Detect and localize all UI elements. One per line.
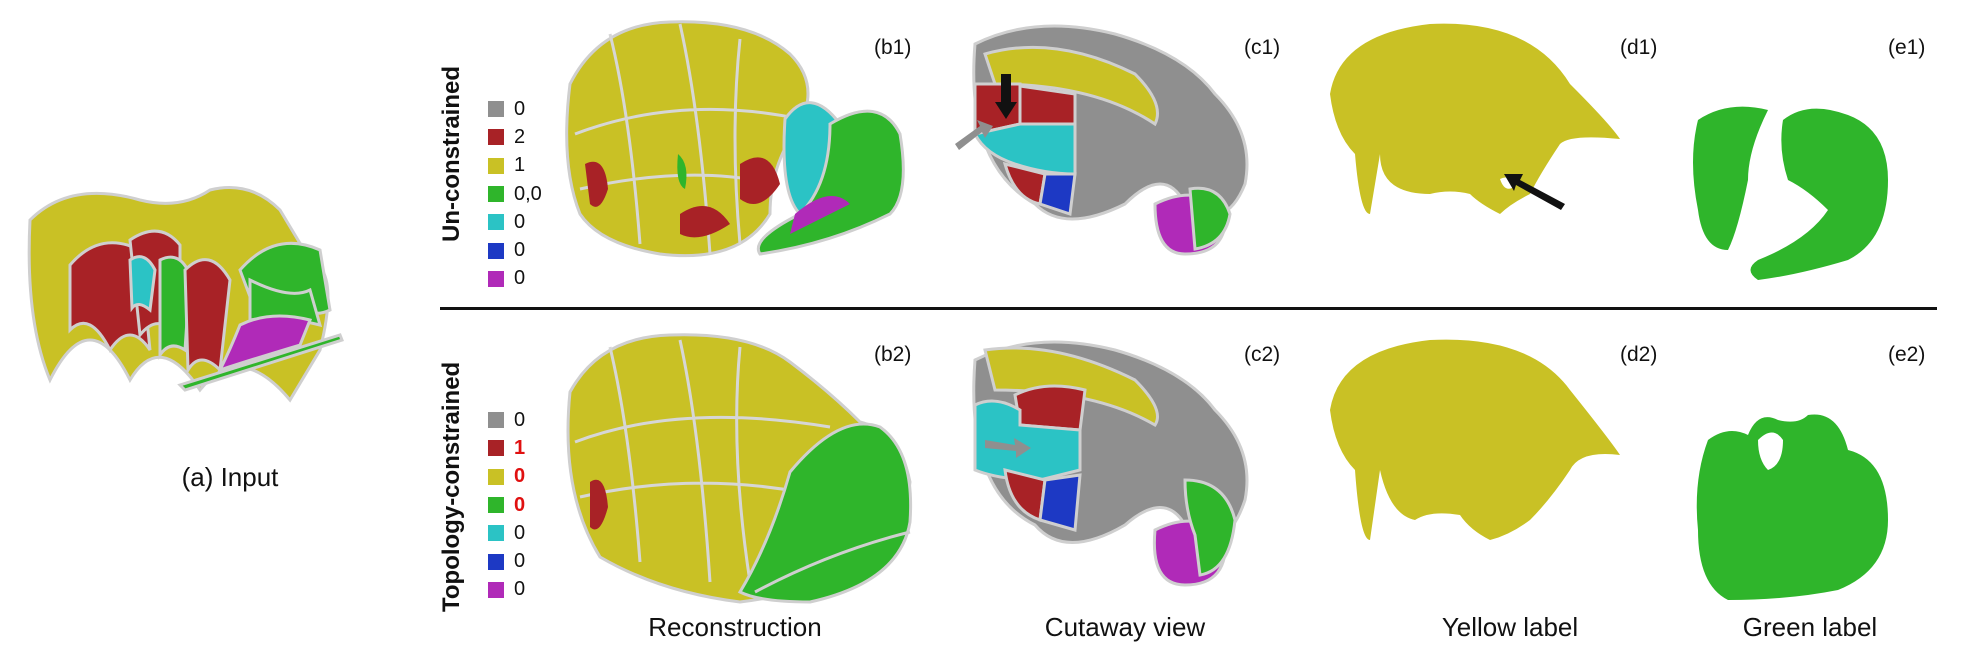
green-label-render-constrained bbox=[1696, 414, 1888, 600]
legend-value: 0 bbox=[514, 97, 526, 120]
legend-value: 0 bbox=[514, 408, 526, 431]
legend-swatch-blue bbox=[488, 242, 504, 259]
legend-item: 0 bbox=[488, 519, 525, 547]
legend-swatch-red bbox=[488, 440, 504, 457]
legend-item: 0 bbox=[488, 406, 525, 434]
legend-swatch-red bbox=[488, 129, 504, 146]
panel-label-c2: (c2) bbox=[1244, 343, 1281, 366]
legend-item: 0 bbox=[488, 576, 525, 604]
column-caption-yellow-label: Yellow label bbox=[1441, 612, 1579, 642]
legend-item: 0 bbox=[488, 463, 525, 491]
legend-item: 0 bbox=[488, 491, 525, 519]
legend-topology-constrained: 0 1 0 0 0 0 0 bbox=[488, 406, 525, 604]
green-label-render-unconstrained bbox=[1693, 106, 1888, 280]
yellow-label-render-unconstrained bbox=[1330, 23, 1620, 215]
panel-label-d1: (d1) bbox=[1620, 36, 1658, 59]
legend-value-changed: 0 bbox=[514, 465, 526, 488]
legend-value: 0 bbox=[514, 210, 526, 233]
panel-label-b2: (b2) bbox=[874, 343, 912, 366]
legend-item: 0 bbox=[488, 208, 542, 236]
panel-label-e1: (e1) bbox=[1888, 36, 1926, 59]
legend-swatch-blue bbox=[488, 553, 504, 570]
legend-value: 1 bbox=[514, 154, 526, 177]
legend-swatch-gray bbox=[488, 412, 504, 429]
legend-value: 0 bbox=[514, 550, 526, 573]
row-label-topology-constrained: Topology-constrained bbox=[438, 361, 465, 612]
panel-label-c1: (c1) bbox=[1244, 36, 1281, 59]
panel-label-d2: (d2) bbox=[1620, 343, 1658, 366]
column-caption-cutaway: Cutaway view bbox=[1044, 612, 1206, 642]
legend-value: 2 bbox=[514, 125, 526, 148]
legend-unconstrained: 0 2 1 0,0 0 0 0 bbox=[488, 95, 542, 293]
legend-item: 0,0 bbox=[488, 180, 542, 208]
cutaway-render-unconstrained bbox=[955, 24, 1249, 256]
legend-swatch-green bbox=[488, 497, 504, 514]
legend-swatch-magenta bbox=[488, 581, 504, 598]
reconstruction-render-constrained bbox=[566, 333, 913, 604]
legend-swatch-cyan bbox=[488, 214, 504, 231]
column-caption-green-label: Green label bbox=[1742, 612, 1878, 642]
legend-value: 0 bbox=[514, 521, 526, 544]
legend-value: 0 bbox=[514, 267, 526, 290]
column-caption-reconstruction: Reconstruction bbox=[648, 612, 822, 642]
yellow-label-render-constrained bbox=[1330, 339, 1620, 540]
legend-value-changed: 1 bbox=[514, 436, 526, 459]
row-label-unconstrained: Un-constrained bbox=[438, 65, 465, 242]
legend-swatch-yellow bbox=[488, 468, 504, 485]
legend-swatch-gray bbox=[488, 101, 504, 118]
row-divider bbox=[440, 307, 1937, 310]
legend-swatch-green bbox=[488, 186, 504, 203]
legend-item: 0 bbox=[488, 265, 542, 293]
panel-label-e2: (e2) bbox=[1888, 343, 1926, 366]
reconstruction-render-unconstrained bbox=[565, 20, 905, 258]
legend-item: 2 bbox=[488, 123, 542, 151]
legend-swatch-cyan bbox=[488, 525, 504, 542]
input-caption: (a) Input bbox=[181, 462, 279, 492]
legend-swatch-yellow bbox=[488, 157, 504, 174]
legend-item: 1 bbox=[488, 152, 542, 180]
legend-item: 0 bbox=[488, 547, 525, 575]
legend-value: 0,0 bbox=[514, 182, 542, 205]
panel-label-b1: (b1) bbox=[874, 36, 912, 59]
legend-swatch-magenta bbox=[488, 270, 504, 287]
input-slices-figure bbox=[27, 186, 344, 403]
legend-value-changed: 0 bbox=[514, 493, 526, 516]
legend-item: 1 bbox=[488, 434, 525, 462]
cutaway-render-constrained bbox=[972, 340, 1249, 587]
legend-item: 0 bbox=[488, 236, 542, 264]
legend-value: 0 bbox=[514, 239, 526, 262]
legend-item: 0 bbox=[488, 95, 542, 123]
legend-value: 0 bbox=[514, 578, 526, 601]
